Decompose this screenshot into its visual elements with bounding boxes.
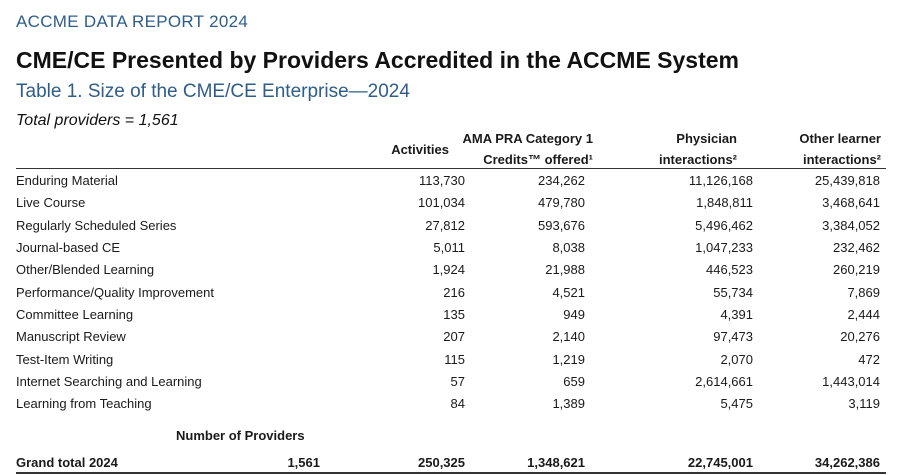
cell-credits: 234,262 [538,173,585,188]
cell-other: 7,869 [847,285,880,300]
column-header-line: Credits™ offered¹ [483,152,593,167]
cell-other: 472 [858,352,880,367]
table-row: Learning from Teaching 84 1,389 5,475 3,… [16,393,886,415]
column-header-credits: AMA PRA Category 1 Credits™ offered¹ [462,128,593,170]
cell-other: 3,119 [848,396,880,411]
cell-physician: 11,126,168 [688,173,753,188]
row-label: Committee Learning [16,307,134,322]
cell-physician: 1,047,233 [695,240,753,255]
row-label: Manuscript Review [16,329,126,344]
cell-activities: 5,011 [433,240,465,255]
table-title: Table 1. Size of the CME/CE Enterprise—2… [16,81,410,102]
cell-other: 3,468,641 [822,195,880,210]
table-row: Journal-based CE 5,011 8,038 1,047,233 2… [16,237,886,259]
cell-credits: 4,521 [552,285,585,300]
header-divider [16,168,886,169]
cell-other: 2,444 [847,307,880,322]
cell-other: 232,462 [833,240,880,255]
table-row: Test-Item Writing 115 1,219 2,070 472 [16,349,886,371]
cell-activities: 101,034 [418,195,465,210]
table-row: Internet Searching and Learning 57 659 2… [16,371,886,393]
table-row: Committee Learning 135 949 4,391 2,444 [16,304,886,326]
cell-physician: 5,475 [720,396,753,411]
table-row: Manuscript Review 207 2,140 97,473 20,27… [16,326,886,348]
column-header-line: Other learner [799,131,881,146]
cell-physician: 2,070 [720,352,753,367]
row-label: Performance/Quality Improvement [16,285,214,300]
grand-total-providers: 1,561 [287,455,320,470]
cell-other: 20,276 [840,329,880,344]
column-header-line: Physician [676,131,737,146]
cell-credits: 479,780 [538,195,585,210]
cell-physician: 97,473 [713,329,753,344]
grand-total-physician: 22,745,001 [687,455,753,470]
cell-credits: 593,676 [538,218,585,233]
cell-activities: 84 [450,396,465,411]
cell-activities: 115 [444,352,465,367]
grand-total-row: Grand total 2024 1,561 250,325 1,348,621… [16,453,886,473]
cell-activities: 216 [443,285,465,300]
providers-column-header: Number of Providers [176,428,305,443]
column-header-line: Activities [391,142,449,157]
cell-activities: 57 [450,374,465,389]
cell-credits: 8,038 [552,240,585,255]
cell-credits: 949 [563,307,585,322]
column-header-activities: Activities [391,139,449,160]
row-label: Enduring Material [16,173,118,188]
column-header-other-learner: Other learner interactions² [799,128,881,170]
report-label: ACCME DATA REPORT 2024 [16,12,249,31]
grand-total-other: 34,262,386 [814,455,880,470]
row-label: Learning from Teaching [16,396,152,411]
cell-other: 3,384,052 [822,218,880,233]
table-row: Enduring Material 113,730 234,262 11,126… [16,170,886,192]
cell-other: 25,439,818 [814,173,880,188]
cell-activities: 207 [443,329,465,344]
cell-other: 1,443,014 [822,374,880,389]
row-label: Live Course [16,195,86,210]
cell-activities: 113,730 [418,173,465,188]
table-row: Other/Blended Learning 1,924 21,988 446,… [16,259,886,281]
cell-activities: 1,924 [432,262,465,277]
column-header-line: interactions² [802,152,881,167]
row-label: Test-Item Writing [16,352,114,367]
column-header-line: interactions² [658,152,737,167]
grand-total-credits: 1,348,621 [527,455,585,470]
cell-physician: 1,848,811 [696,195,753,210]
cell-credits: 21,988 [545,262,585,277]
cell-physician: 5,496,462 [695,218,753,233]
cell-other: 260,219 [833,262,880,277]
row-label: Journal-based CE [16,240,121,255]
table-row: Live Course 101,034 479,780 1,848,811 3,… [16,192,886,214]
cell-physician: 4,391 [720,307,753,322]
row-label: Internet Searching and Learning [16,374,202,389]
footer-divider [16,472,886,474]
table-row: Performance/Quality Improvement 216 4,52… [16,282,886,304]
total-providers: Total providers = 1,561 [16,112,179,129]
cell-credits: 659 [563,374,585,389]
column-header-physician: Physician interactions² [659,128,737,170]
cell-credits: 2,140 [552,329,585,344]
row-label: Other/Blended Learning [16,262,155,277]
cell-physician: 2,614,661 [695,374,753,389]
column-header-line: AMA PRA Category 1 [462,131,593,146]
cell-activities: 27,812 [425,218,465,233]
cell-credits: 1,219 [552,352,585,367]
grand-total-activities: 250,325 [418,455,465,470]
cell-activities: 135 [443,307,465,322]
table-row: Regularly Scheduled Series 27,812 593,67… [16,215,886,237]
cell-credits: 1,389 [552,396,585,411]
page-title: CME/CE Presented by Providers Accredited… [16,47,739,73]
cell-physician: 446,523 [706,262,753,277]
row-label: Regularly Scheduled Series [16,218,177,233]
grand-total-label: Grand total 2024 [16,455,118,470]
cell-physician: 55,734 [713,285,753,300]
